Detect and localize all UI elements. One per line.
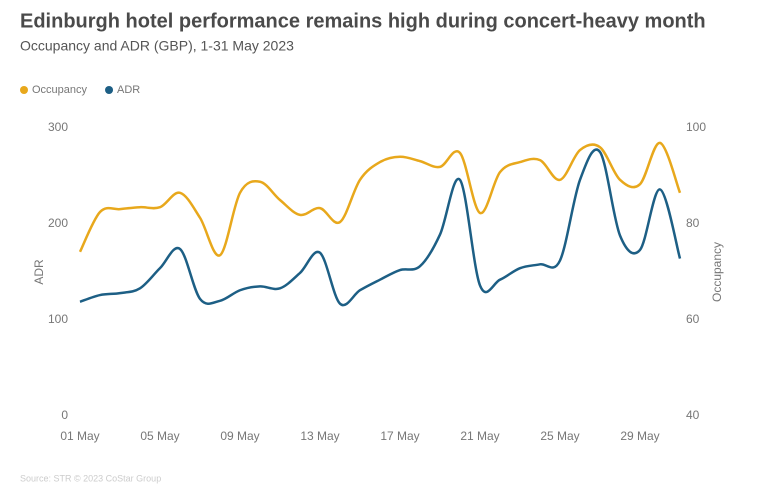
y-tick-label: 300 <box>48 120 68 134</box>
y2-tick-label: 100 <box>686 120 706 134</box>
y-tick-label: 200 <box>48 216 68 230</box>
chart-title: Edinburgh hotel performance remains high… <box>20 10 706 32</box>
source: Source: STR © 2023 CoStar Group <box>20 473 161 483</box>
legend-label: ADR <box>117 84 140 96</box>
x-tick-label: 17 May <box>380 429 419 443</box>
chart-subtitle: Occupancy and ADR (GBP), 1-31 May 2023 <box>20 38 294 54</box>
x-tick-label: 21 May <box>460 429 499 443</box>
legend-marker <box>105 86 114 94</box>
series-line <box>79 148 682 307</box>
x-tick-label: 25 May <box>540 429 579 443</box>
series-line <box>78 141 682 257</box>
x-tick-label: 05 May <box>140 429 179 443</box>
y-axis-label: ADR <box>32 259 46 285</box>
y2-axis-label: Occupancy <box>710 242 724 302</box>
x-tick-label: 01 May <box>60 429 99 443</box>
x-tick-label: 13 May <box>300 429 339 443</box>
legend-label: Occupancy <box>32 84 88 96</box>
y2-tick-label: 80 <box>686 216 700 230</box>
x-tick-label: 09 May <box>220 429 259 443</box>
legend-marker <box>20 86 28 94</box>
y2-tick-label: 60 <box>686 312 700 326</box>
x-tick-label: 29 May <box>620 429 659 443</box>
y2-tick-label: 40 <box>686 408 700 422</box>
y-tick-label: 100 <box>48 312 68 326</box>
y-tick-label: 0 <box>61 408 68 422</box>
